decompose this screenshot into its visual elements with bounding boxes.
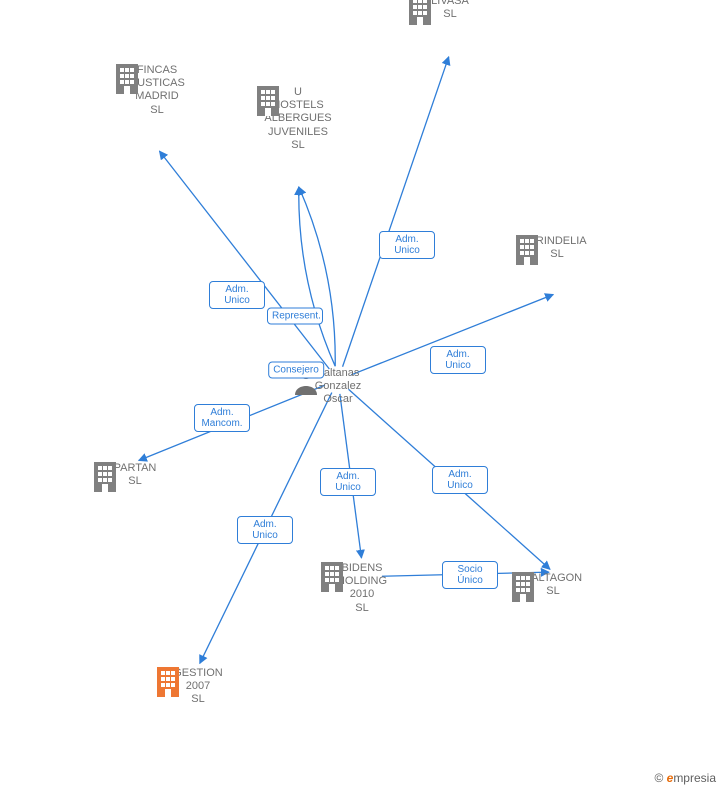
copyright-symbol: ©: [654, 771, 663, 785]
edge-line: [299, 187, 335, 366]
copyright: © empresia: [654, 771, 716, 785]
company-node-partan[interactable]: PARTANSL: [90, 460, 180, 488]
edge-label: Adm.Unico: [209, 281, 265, 309]
edge-label: Adm.Unico: [432, 466, 488, 494]
edge-line: [299, 187, 335, 366]
edge-label: Adm.Mancom.: [194, 404, 250, 432]
edge-label: Adm.Unico: [430, 346, 486, 374]
company-node-livasa[interactable]: LIVASASL: [405, 0, 495, 21]
company-node-uhostels[interactable]: UHOSTELSALBERGUESJUVENILESSL: [253, 84, 343, 152]
brand-rest: mpresia: [673, 771, 716, 785]
company-node-grindelia[interactable]: GRINDELIASL: [512, 233, 602, 261]
edge-label: Consejero: [268, 362, 324, 379]
edge-label: Adm.Unico: [379, 231, 435, 259]
company-node-gestion[interactable]: GESTION2007SL: [153, 665, 243, 707]
company-node-bidens[interactable]: BIDENSHOLDING2010SL: [317, 560, 407, 615]
edge-line: [343, 57, 449, 367]
edge-label: Adm.Unico: [320, 468, 376, 496]
edge-label: Adm.Unico: [237, 516, 293, 544]
company-node-fincas[interactable]: FINCASRUSTICASMADRIDSL: [112, 62, 202, 117]
edge-label: Represent.: [267, 308, 323, 325]
company-node-baltagon[interactable]: BALTAGONSL: [508, 570, 598, 598]
edge-label: SocioÚnico: [442, 561, 498, 589]
